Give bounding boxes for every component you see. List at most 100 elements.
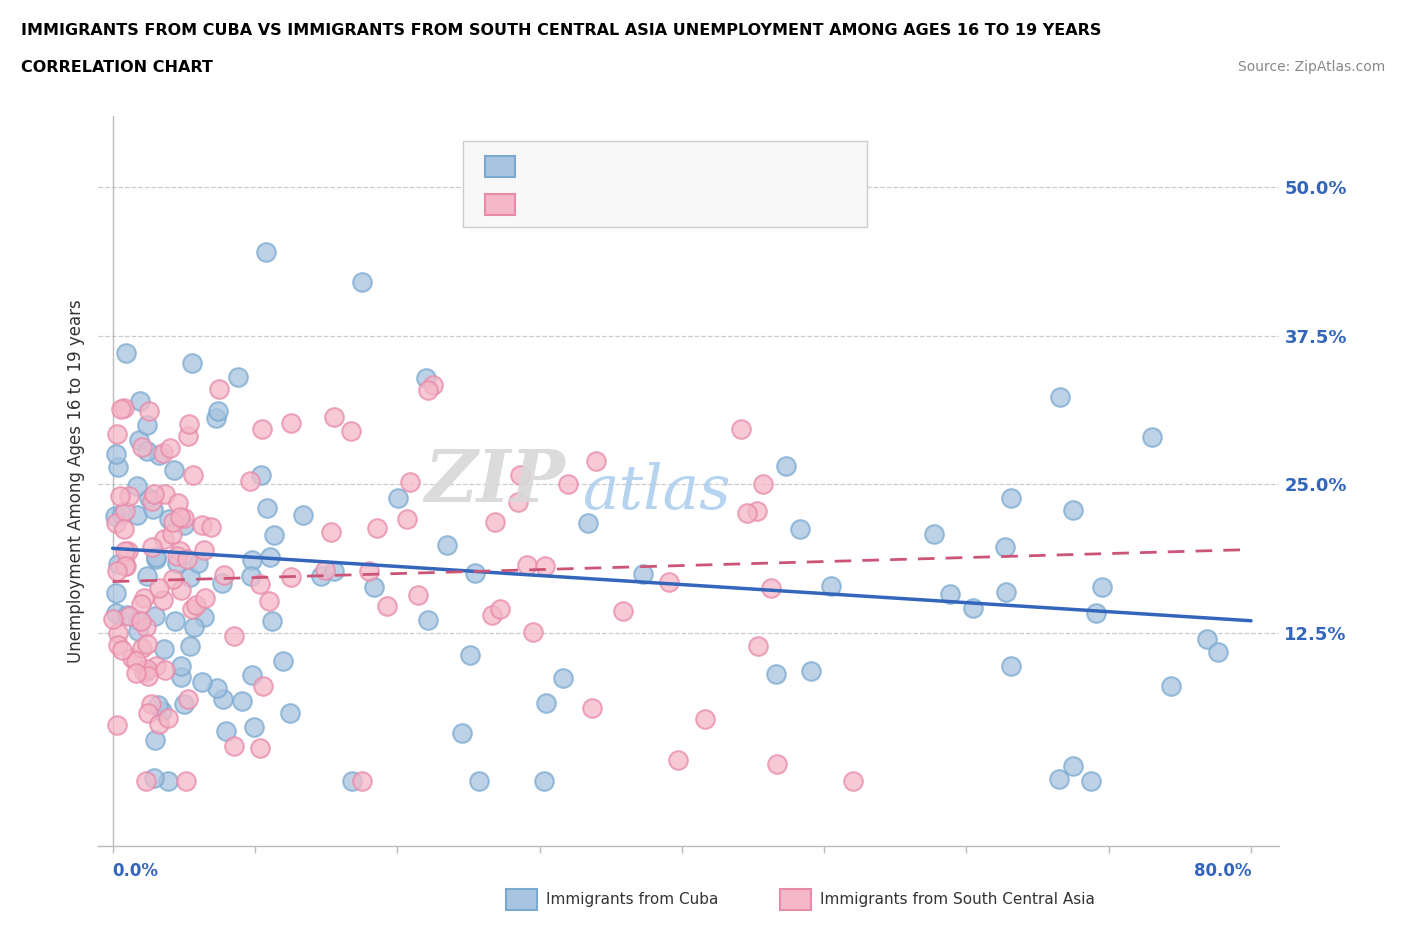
Point xyxy=(136,418,159,432)
Point xyxy=(181,602,204,617)
Point xyxy=(938,587,960,602)
Point xyxy=(1208,644,1230,659)
Point xyxy=(162,572,184,587)
Point xyxy=(820,578,842,593)
Point xyxy=(125,654,148,669)
Point xyxy=(179,570,201,585)
Point xyxy=(323,564,346,578)
Point xyxy=(256,500,278,515)
Point xyxy=(451,725,474,740)
Point xyxy=(745,504,768,519)
Point xyxy=(136,444,159,458)
Point xyxy=(516,557,538,572)
Point xyxy=(141,493,163,508)
Point xyxy=(135,619,157,634)
Point xyxy=(226,369,249,384)
Point xyxy=(105,564,128,578)
Point xyxy=(314,563,336,578)
Point xyxy=(249,741,271,756)
Point xyxy=(240,668,263,683)
Point xyxy=(280,569,302,584)
Point xyxy=(215,724,238,738)
Point xyxy=(250,468,273,483)
Point xyxy=(509,467,531,482)
Point xyxy=(212,567,235,582)
Point xyxy=(129,394,152,409)
Point xyxy=(135,661,157,676)
Point xyxy=(263,527,285,542)
Point xyxy=(249,576,271,591)
Point xyxy=(105,717,128,732)
Point xyxy=(107,637,129,652)
Point xyxy=(153,663,176,678)
Point xyxy=(160,526,183,541)
Text: 80.0%: 80.0% xyxy=(1194,862,1251,880)
Point xyxy=(789,522,811,537)
Point xyxy=(291,508,314,523)
Point xyxy=(127,507,149,522)
Point xyxy=(131,614,153,629)
Point xyxy=(135,663,157,678)
Point xyxy=(148,716,170,731)
Text: R = -0.149    N = 108: R = -0.149 N = 108 xyxy=(523,157,733,175)
Point xyxy=(765,667,787,682)
Point xyxy=(193,609,215,624)
Point xyxy=(108,489,131,504)
Point xyxy=(399,475,422,490)
Point xyxy=(1197,631,1219,646)
Point xyxy=(138,404,160,418)
Point xyxy=(167,496,190,511)
Point xyxy=(148,447,170,462)
Point xyxy=(107,460,129,475)
Point xyxy=(177,691,200,706)
Point xyxy=(155,486,177,501)
Point xyxy=(375,599,398,614)
Point xyxy=(141,540,163,555)
Point xyxy=(181,355,204,370)
Point xyxy=(131,641,153,656)
Point xyxy=(1049,390,1071,405)
Point xyxy=(765,757,787,772)
Point xyxy=(551,671,574,685)
Point xyxy=(118,608,141,623)
Point xyxy=(103,611,125,626)
Text: IMMIGRANTS FROM CUBA VS IMMIGRANTS FROM SOUTH CENTRAL ASIA UNEMPLOYMENT AMONG AG: IMMIGRANTS FROM CUBA VS IMMIGRANTS FROM … xyxy=(21,23,1101,38)
Point xyxy=(309,568,332,583)
Point xyxy=(173,511,195,525)
Point xyxy=(1160,678,1182,693)
Point xyxy=(104,509,127,524)
Text: Immigrants from South Central Asia: Immigrants from South Central Asia xyxy=(820,892,1095,907)
Point xyxy=(252,678,274,693)
Point xyxy=(165,614,187,629)
Point xyxy=(1091,579,1114,594)
Point xyxy=(994,585,1017,600)
Point xyxy=(422,378,444,392)
Point xyxy=(1000,491,1022,506)
Text: CORRELATION CHART: CORRELATION CHART xyxy=(21,60,212,75)
Point xyxy=(143,733,166,748)
Point xyxy=(842,774,865,789)
Text: Immigrants from Cuba: Immigrants from Cuba xyxy=(546,892,718,907)
Point xyxy=(115,607,138,622)
Point xyxy=(250,421,273,436)
Point xyxy=(1085,605,1108,620)
Point xyxy=(222,629,245,644)
Point xyxy=(141,697,163,711)
Point xyxy=(173,518,195,533)
Point xyxy=(922,526,945,541)
Point xyxy=(143,486,166,501)
Point xyxy=(125,479,148,494)
Point xyxy=(114,504,136,519)
Point xyxy=(148,580,170,595)
Point xyxy=(145,659,167,674)
Point xyxy=(240,568,263,583)
Point xyxy=(406,588,429,603)
Point xyxy=(506,495,529,510)
Text: R = 0.060    N = 118: R = 0.060 N = 118 xyxy=(523,195,725,213)
Point xyxy=(104,586,127,601)
Point xyxy=(1062,758,1084,773)
Point xyxy=(207,404,229,418)
Point xyxy=(194,591,217,605)
Point xyxy=(105,426,128,441)
Point xyxy=(1080,774,1102,789)
